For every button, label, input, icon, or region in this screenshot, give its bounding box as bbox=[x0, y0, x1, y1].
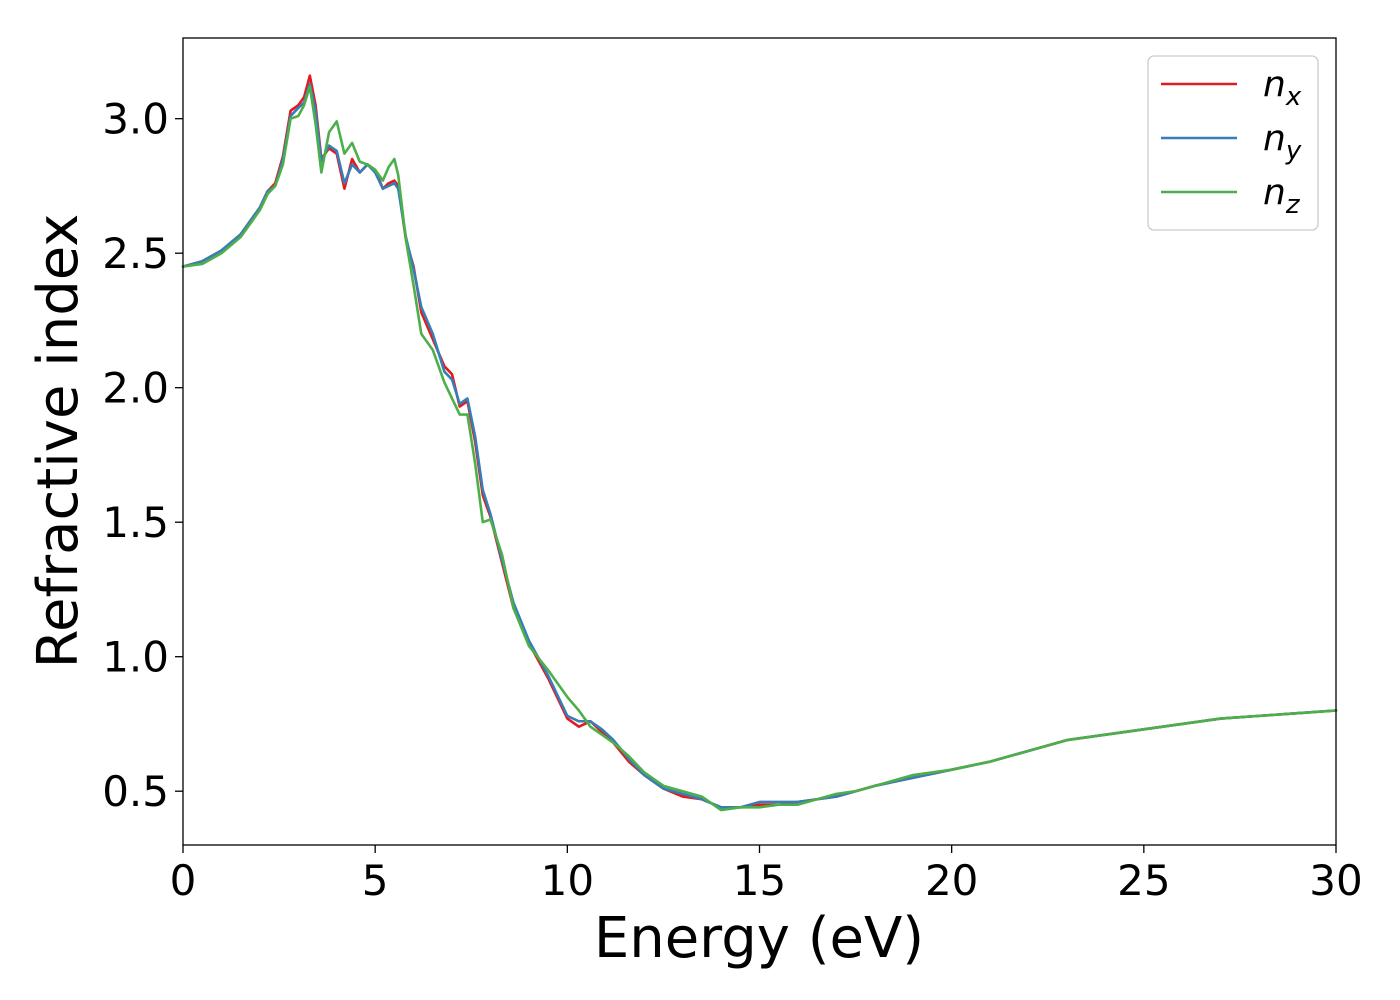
legend-label-z: nz bbox=[1263, 172, 1301, 220]
series-layer bbox=[181, 74, 1338, 812]
x-tick-label: 25 bbox=[1117, 856, 1170, 905]
x-tick-label: 15 bbox=[733, 856, 786, 905]
y-tick-label: 1.0 bbox=[102, 633, 169, 682]
legend-label-y: ny bbox=[1263, 118, 1302, 166]
y-axis: 0.5 1.0 1.5 2.0 2.5 3.0 bbox=[102, 95, 183, 816]
y-tick-label: 1.5 bbox=[102, 498, 169, 547]
x-tick-label: 5 bbox=[362, 856, 389, 905]
x-tick-label: 30 bbox=[1309, 856, 1362, 905]
x-axis-label: Energy (eV) bbox=[594, 906, 924, 971]
x-tick-label: 0 bbox=[170, 856, 197, 905]
y-tick-label: 2.0 bbox=[102, 364, 169, 413]
x-axis: 0 5 10 15 20 25 30 bbox=[170, 845, 1363, 905]
series-line-z bbox=[181, 85, 1338, 812]
x-tick-label: 20 bbox=[925, 856, 978, 905]
legend: nx ny nz bbox=[1147, 55, 1319, 231]
legend-box bbox=[1147, 55, 1319, 231]
y-tick-label: 3.0 bbox=[102, 95, 169, 144]
y-tick-label: 2.5 bbox=[102, 229, 169, 278]
x-tick-label: 10 bbox=[541, 856, 594, 905]
y-axis-label: Refractive index bbox=[26, 214, 91, 669]
legend-label-x: nx bbox=[1263, 64, 1302, 112]
y-tick-label: 0.5 bbox=[102, 767, 169, 816]
